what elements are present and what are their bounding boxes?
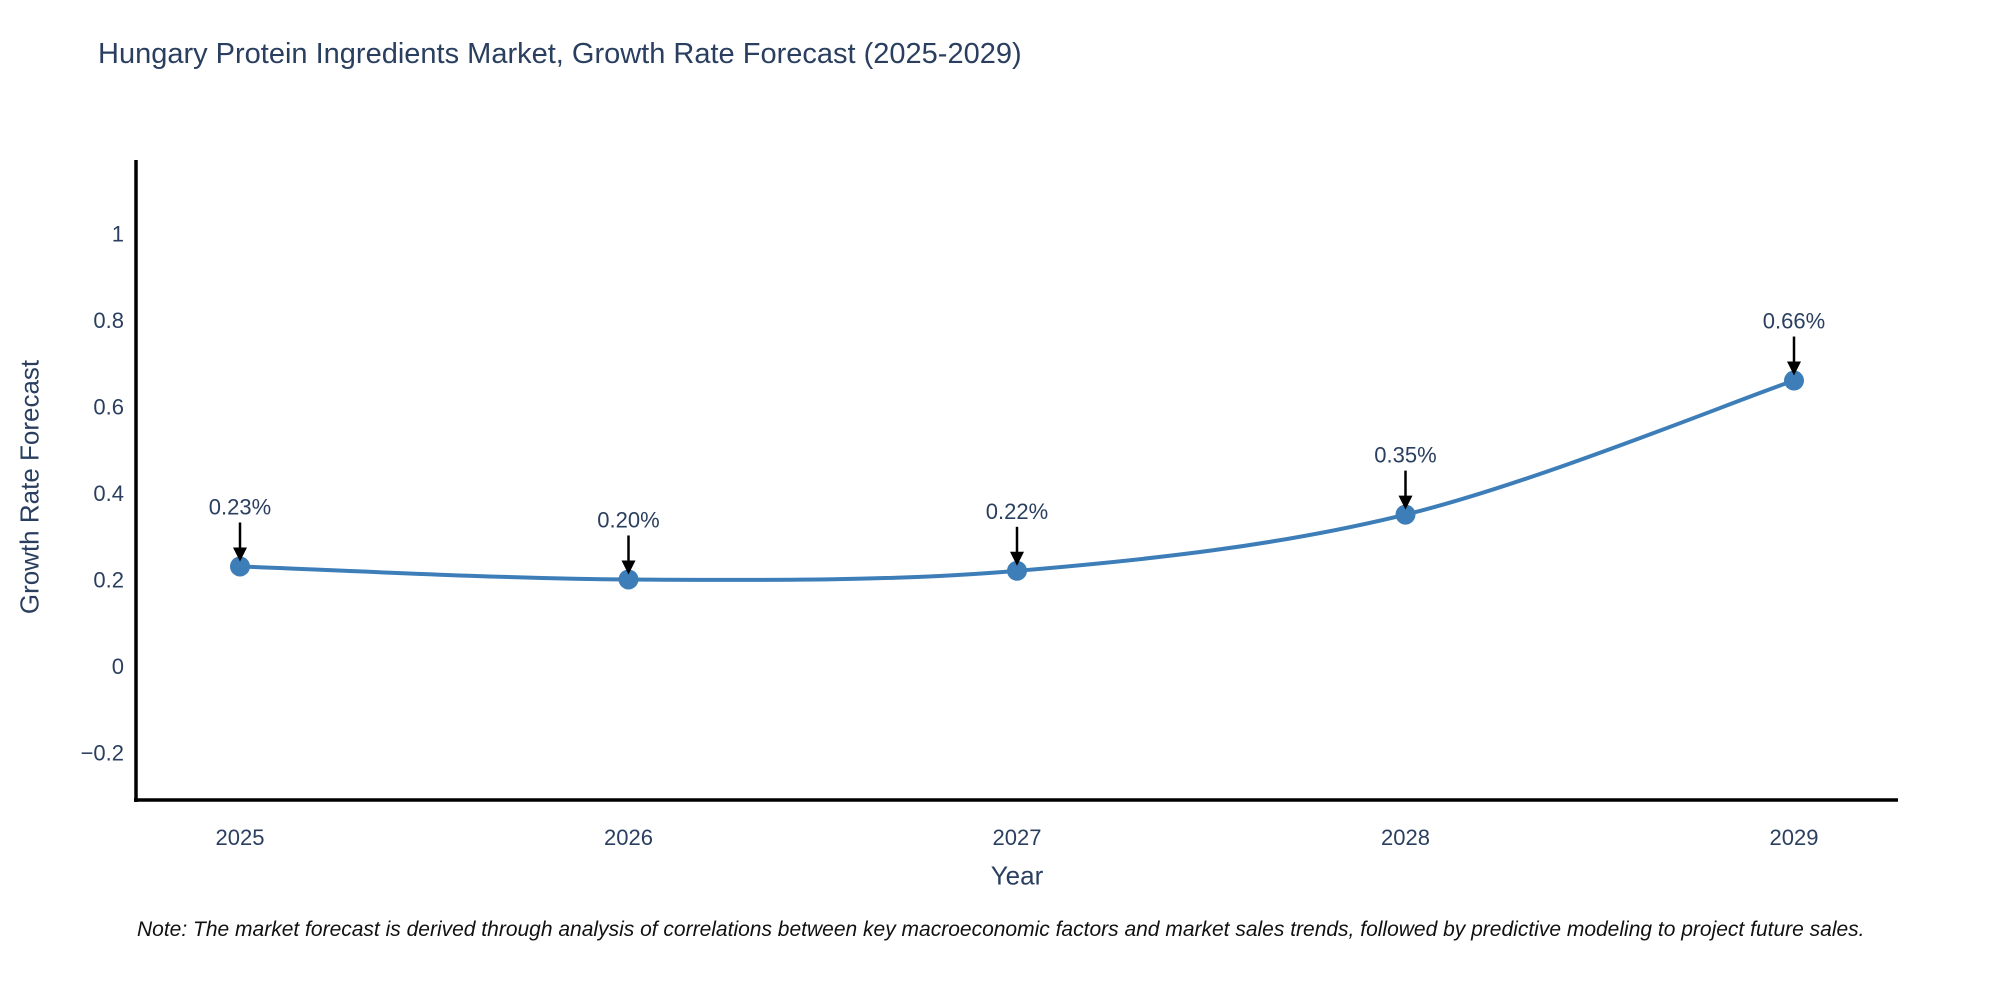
x-tick-label: 2028 xyxy=(1381,825,1430,850)
data-point-2027 xyxy=(1007,560,1027,581)
point-value-label: 0.66% xyxy=(1763,309,1825,334)
y-tick-label: 0 xyxy=(112,654,124,679)
y-tick-label: 0.6 xyxy=(93,394,124,419)
y-tick-label: 0.2 xyxy=(93,567,124,592)
x-tick-label: 2027 xyxy=(993,825,1042,850)
data-point-2026 xyxy=(618,569,639,590)
annotation-arrowhead-icon xyxy=(621,560,636,575)
annotation-arrowhead-icon xyxy=(1787,361,1801,376)
point-value-label: 0.35% xyxy=(1374,443,1436,468)
x-tick-label: 2026 xyxy=(604,825,653,850)
x-tick-label: 2029 xyxy=(1770,825,1819,850)
data-point-2029 xyxy=(1784,370,1804,391)
y-tick-label: −0.2 xyxy=(81,740,124,765)
annotation-arrowhead-icon xyxy=(233,547,247,562)
y-tick-label: 1 xyxy=(112,222,124,247)
y-tick-label: 0.8 xyxy=(93,308,124,333)
point-value-label: 0.20% xyxy=(597,507,659,532)
x-tick-label: 2025 xyxy=(216,825,265,850)
chart-title: Hungary Protein Ingredients Market, Grow… xyxy=(98,38,1022,70)
footnote: Note: The market forecast is derived thr… xyxy=(137,918,1865,941)
point-value-label: 0.22% xyxy=(986,499,1048,524)
data-point-2025 xyxy=(230,556,250,577)
x-axis-title: Year xyxy=(990,860,1044,891)
point-value-label: 0.23% xyxy=(209,494,271,519)
annotation-arrowhead-icon xyxy=(1398,495,1413,510)
data-point-2028 xyxy=(1395,504,1416,525)
annotation-arrowhead-icon xyxy=(1010,551,1024,566)
y-tick-label: 0.4 xyxy=(93,481,124,506)
